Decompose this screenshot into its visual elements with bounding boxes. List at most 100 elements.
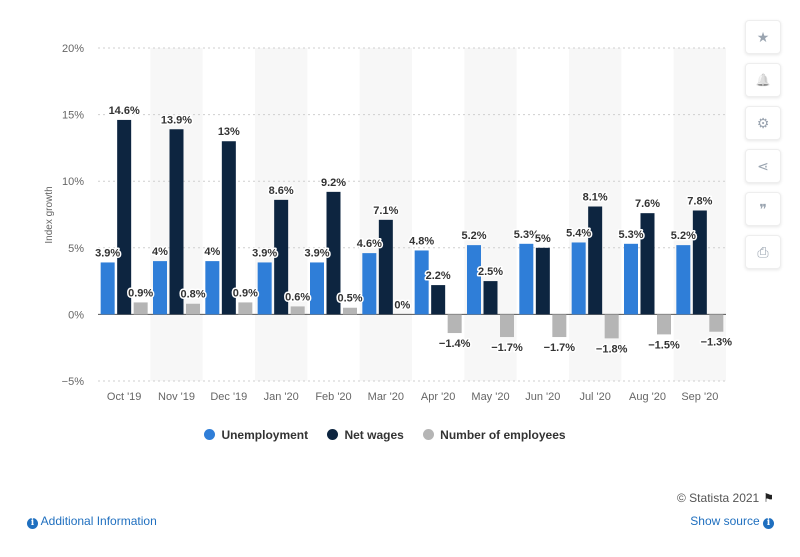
data-label: 0.9% [233, 287, 258, 299]
legend-label: Number of employees [440, 428, 566, 442]
data-label: 4.6% [357, 238, 382, 250]
y-tick-label: 5% [68, 243, 84, 255]
bar-net-wages[interactable] [326, 191, 341, 315]
bar-net-wages[interactable] [378, 219, 393, 315]
bar-number-of-employees[interactable] [604, 314, 619, 339]
data-label: 0.8% [180, 289, 205, 301]
bar-number-of-employees[interactable] [500, 314, 514, 338]
bar-net-wages[interactable] [588, 206, 603, 315]
x-tick-label: Jul '20 [579, 391, 610, 403]
data-label: 0.9% [128, 287, 153, 299]
bar-number-of-employees[interactable] [552, 314, 567, 338]
data-label: 5.2% [671, 230, 696, 242]
share-icon: ⋖ [757, 157, 769, 174]
y-tick-label: 10% [62, 176, 84, 188]
bar-unemployment[interactable] [676, 245, 691, 315]
notification-button[interactable]: 🔔 [745, 63, 781, 97]
data-label: 5.4% [566, 227, 591, 239]
share-button[interactable]: ⋖ [745, 149, 781, 183]
x-tick-label: May '20 [471, 391, 509, 403]
bar-unemployment[interactable] [519, 243, 534, 315]
bar-net-wages[interactable] [117, 119, 132, 315]
data-label: 2.2% [426, 270, 451, 282]
data-label: −1.3% [701, 337, 733, 349]
data-label: 5.2% [461, 230, 486, 242]
legend-item-number-of-employees[interactable]: Number of employees [423, 428, 566, 442]
bar-number-of-employees[interactable] [186, 303, 200, 315]
bar-unemployment[interactable] [205, 261, 220, 315]
data-label: 3.9% [95, 247, 120, 259]
data-label: 3.9% [304, 247, 329, 259]
y-tick-label: 20% [62, 43, 84, 55]
show-source-link[interactable]: Show source i [690, 514, 774, 529]
bar-unemployment[interactable] [257, 262, 272, 315]
x-tick-label: Dec '19 [210, 391, 247, 403]
data-label: 9.2% [321, 177, 346, 189]
chart: 3.9% 4% 4% 3.9% 3.9% 4.6% 4.8% 5.2% 5.3% 5.4% 5.3%… [44, 43, 734, 403]
bar-net-wages[interactable] [431, 285, 446, 315]
data-label: −1.7% [491, 342, 523, 354]
bar-net-wages[interactable] [692, 210, 707, 315]
print-icon: ⎙ [757, 243, 769, 260]
bar-number-of-employees[interactable] [238, 302, 253, 315]
sidebar-toolbar: ★ 🔔 ⚙ ⋖ ❞ ⎙ [745, 20, 781, 278]
bar-unemployment[interactable] [100, 262, 115, 315]
gear-icon: ⚙ [756, 114, 770, 131]
bar-number-of-employees[interactable] [133, 302, 148, 315]
y-tick-label: −5% [62, 376, 85, 388]
legend-dot-net-wages [327, 429, 339, 440]
bar-number-of-employees[interactable] [657, 314, 671, 335]
data-label: 8.6% [269, 185, 294, 197]
data-label: −1.8% [596, 343, 628, 355]
show-source-label: Show source [690, 514, 760, 528]
flag-icon: ⚑ [763, 491, 774, 505]
x-tick-label: Aug '20 [629, 391, 666, 403]
data-label: 3.9% [252, 247, 277, 259]
data-label: −1.4% [439, 338, 471, 350]
bar-unemployment[interactable] [467, 245, 481, 315]
bar-number-of-employees[interactable] [290, 306, 305, 315]
settings-button[interactable]: ⚙ [745, 106, 781, 140]
data-label: 13% [218, 126, 240, 138]
data-label: 8.1% [583, 192, 608, 204]
y-tick-label: 15% [62, 110, 84, 122]
data-label: 0% [394, 299, 410, 311]
info-icon: i [27, 518, 38, 529]
bar-net-wages[interactable] [221, 141, 236, 315]
bar-unemployment[interactable] [414, 250, 429, 315]
data-label: 7.1% [373, 205, 398, 217]
bar-number-of-employees[interactable] [447, 314, 462, 334]
print-button[interactable]: ⎙ [745, 235, 781, 269]
bar-net-wages[interactable] [169, 129, 184, 315]
data-label: 4% [152, 246, 168, 258]
data-label: 7.6% [635, 198, 660, 210]
bar-unemployment[interactable] [571, 242, 586, 315]
cite-button[interactable]: ❞ [745, 192, 781, 226]
bar-net-wages[interactable] [483, 281, 498, 315]
column-band [359, 48, 412, 381]
bar-number-of-employees[interactable] [343, 307, 357, 315]
bar-net-wages[interactable] [535, 247, 550, 315]
additional-information-link[interactable]: i Additional Information [27, 514, 157, 529]
bar-unemployment[interactable] [624, 243, 638, 315]
bar-net-wages[interactable] [274, 199, 289, 315]
legend-item-unemployment[interactable]: Unemployment [204, 428, 308, 442]
additional-information-label: Additional Information [40, 514, 157, 528]
info-icon: i [763, 518, 774, 529]
favorite-button[interactable]: ★ [745, 20, 781, 54]
x-tick-label: Mar '20 [368, 391, 404, 403]
bar-unemployment[interactable] [310, 262, 324, 315]
legend-item-net-wages[interactable]: Net wages [327, 428, 404, 442]
legend-label: Net wages [344, 428, 404, 442]
data-label: 0.5% [337, 293, 362, 305]
bar-net-wages[interactable] [640, 213, 655, 315]
x-tick-label: Feb '20 [315, 391, 351, 403]
bar-unemployment[interactable] [153, 261, 167, 315]
y-tick-label: 0% [68, 309, 84, 321]
bar-number-of-employees[interactable] [709, 314, 724, 332]
star-icon: ★ [756, 28, 770, 45]
data-label: 4.8% [409, 235, 434, 247]
statista-credit[interactable]: © Statista 2021 ⚑ [677, 491, 774, 505]
data-label: 7.8% [687, 196, 712, 208]
bar-unemployment[interactable] [362, 253, 377, 315]
